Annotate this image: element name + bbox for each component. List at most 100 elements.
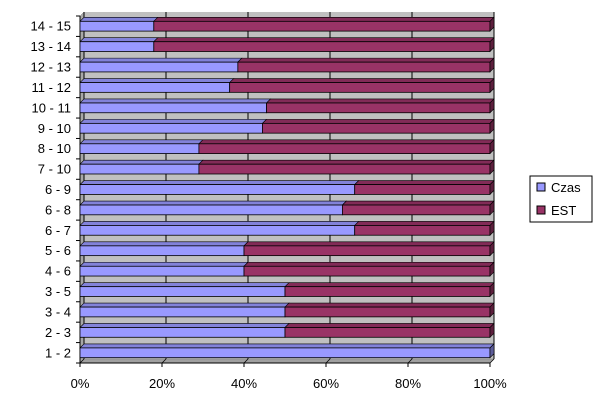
bar-top-czas-8-10 [79,139,204,145]
y-tick-label-2-3: 2 - 3 [45,325,71,340]
bar-top-czas-1-2 [79,343,495,349]
y-tick-label-5-6: 5 - 6 [45,243,71,258]
bar-top-est-4-6 [243,261,495,267]
y-tick-label-6-7: 6 - 7 [45,223,71,238]
bar-czas-10-11 [79,102,267,114]
bar-czas-14-15 [79,20,155,32]
bar-czas-8-10 [79,143,200,154]
bar-top-est-10-11 [265,98,495,104]
legend-swatch-czas [536,182,546,192]
bar-top-czas-7-10 [79,159,204,165]
bar-top-czas-3-5 [79,282,290,287]
bar-top-czas-4-6 [79,261,249,267]
bar-top-czas-10-11 [79,98,272,104]
plot-floor [79,358,495,364]
legend-label-czas: Czas [551,180,581,195]
bar-top-est-6-8 [341,200,495,206]
y-tick-label-12-13: 12 - 13 [31,60,71,75]
gridline-floor-2 [243,358,249,364]
bar-est-9-10 [262,122,491,134]
gridline-floor-4 [407,358,413,364]
bar-end-6-9 [489,179,495,196]
y-tick-label-1-2: 1 - 2 [45,345,71,360]
bar-top-czas-9-10 [79,119,268,124]
gridline-floor-5 [489,358,495,364]
bar-end-12-13 [489,57,495,73]
bar-czas-13-14 [79,41,155,52]
bar-est-6-8 [341,204,491,216]
bar-top-est-9-10 [261,119,495,124]
bar-top-est-3-5 [284,282,495,287]
y-tick-label-9-10: 9 - 10 [38,121,71,136]
bar-end-3-4 [489,302,495,318]
bar-top-est-8-10 [198,139,495,145]
bar-est-13-14 [153,41,491,52]
bar-end-8-10 [489,139,495,155]
x-tick-label-0: 0% [71,376,90,391]
bar-top-est-3-4 [284,302,495,308]
bar-czas-6-9 [79,184,356,195]
bar-czas-6-7 [79,225,356,236]
y-tick-label-8-10: 8 - 10 [38,141,71,156]
x-tick-label-2: 40% [231,376,257,391]
bar-czas-5-6 [79,245,245,257]
bar-end-6-8 [489,200,495,216]
x-tick-label-4: 80% [395,376,421,391]
bar-est-3-4 [284,306,491,318]
y-tick-label-6-9: 6 - 9 [45,182,71,197]
bar-est-11-12 [229,82,491,93]
bar-end-11-12 [489,77,495,94]
bar-end-2-3 [489,322,495,339]
bar-top-czas-13-14 [79,37,159,43]
legend: Czas EST [529,175,593,223]
bar-end-5-6 [489,241,495,257]
bar-est-8-10 [198,143,491,154]
plot-area: 1 - 2 2 - 3 3 - 4 3 - 5 4 - 6 5 - 6 6 - 7 6 - 8… [31,11,507,391]
bar-end-10-11 [489,98,495,114]
bar-top-est-7-10 [198,159,495,165]
y-tick-label-14-15: 14 - 15 [31,19,71,34]
bar-czas-9-10 [79,122,263,134]
bar-end-4-6 [489,261,495,277]
bar-end-6-7 [489,220,495,236]
bar-est-3-5 [284,286,491,297]
bar-czas-12-13 [79,61,239,73]
y-tick-label-4-6: 4 - 6 [45,264,71,279]
bar-est-2-3 [284,327,491,338]
bar-est-14-15 [153,20,491,32]
bar-est-5-6 [243,245,491,257]
bar-est-12-13 [237,61,491,73]
bar-czas-6-8 [79,204,343,216]
y-tick-label-3-5: 3 - 5 [45,284,71,299]
bar-top-est-6-9 [353,180,495,185]
bar-czas-11-12 [79,82,231,93]
bar-czas-2-3 [79,327,286,338]
legend-label-est: EST [551,203,576,218]
bar-czas-3-4 [79,306,286,318]
bar-top-czas-14-15 [79,17,159,22]
bar-end-3-5 [489,281,495,298]
y-tick-label-13-14: 13 - 14 [31,39,71,54]
bar-est-10-11 [266,102,491,114]
bar-top-czas-11-12 [79,78,235,83]
gridline-floor-3 [325,358,331,364]
gridline-floor-0 [79,358,85,364]
y-tick-label-11-12: 11 - 12 [31,80,71,95]
bar-top-czas-5-6 [79,241,249,247]
bar-top-czas-3-4 [79,302,290,308]
bar-est-7-10 [198,163,491,175]
bar-top-est-2-3 [284,323,495,328]
y-tick-label-3-4: 3 - 4 [45,304,71,319]
y-tick-label-10-11: 10 - 11 [31,100,71,115]
legend-swatch-est [536,205,546,215]
bar-end-14-15 [489,16,495,32]
bar-end-7-10 [489,159,495,175]
x-tick-label-1: 20% [149,376,175,391]
bar-top-est-12-13 [237,57,495,63]
bar-top-czas-6-8 [79,200,348,206]
bar-end-9-10 [489,118,495,134]
bar-top-czas-2-3 [79,323,290,328]
bar-top-czas-6-7 [79,221,360,226]
bar-top-czas-12-13 [79,57,243,63]
